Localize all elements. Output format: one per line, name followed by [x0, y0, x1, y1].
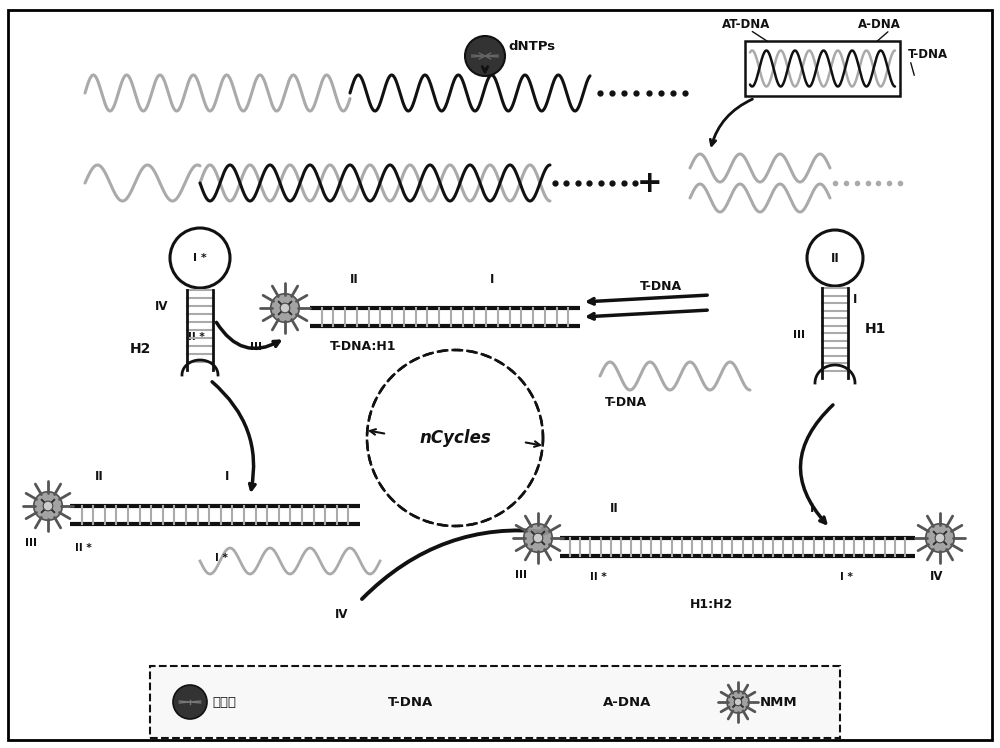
Circle shape: [727, 691, 749, 713]
Text: nCycles: nCycles: [419, 429, 491, 447]
Text: H1:H2: H1:H2: [690, 598, 733, 611]
Text: I: I: [490, 273, 494, 286]
Circle shape: [524, 524, 552, 552]
Circle shape: [34, 491, 62, 521]
Text: III: III: [250, 342, 262, 352]
Text: 端粒酶: 端粒酶: [212, 696, 236, 708]
Text: I *: I *: [215, 553, 228, 563]
Circle shape: [465, 36, 505, 76]
Text: I: I: [225, 470, 229, 483]
Bar: [150, 666, 840, 738]
Circle shape: [170, 228, 230, 288]
Text: I: I: [810, 502, 814, 515]
Text: IV: IV: [335, 608, 349, 621]
Text: II: II: [95, 470, 104, 483]
Text: I *: I *: [840, 572, 853, 582]
Circle shape: [280, 303, 290, 313]
Text: A-DNA: A-DNA: [858, 18, 901, 31]
Text: AT-DNA: AT-DNA: [722, 18, 770, 31]
Circle shape: [807, 230, 863, 286]
Text: II *: II *: [188, 332, 205, 342]
Text: II: II: [350, 273, 359, 286]
Text: I: I: [853, 293, 857, 306]
Text: T-DNA:H1: T-DNA:H1: [330, 340, 396, 353]
Circle shape: [734, 699, 742, 706]
Circle shape: [533, 533, 543, 543]
Text: dNTPs: dNTPs: [508, 40, 555, 52]
Text: T-DNA: T-DNA: [640, 280, 682, 293]
Circle shape: [271, 294, 299, 322]
Circle shape: [935, 533, 945, 543]
Text: +: +: [637, 168, 663, 197]
Text: III: III: [793, 330, 805, 340]
Text: T-DNA: T-DNA: [908, 48, 948, 61]
Text: T-DNA: T-DNA: [605, 396, 647, 409]
Text: II: II: [610, 502, 619, 515]
Text: IV: IV: [930, 570, 944, 583]
Text: II *: II *: [75, 543, 92, 553]
Text: I *: I *: [193, 253, 207, 263]
Text: A-DNA: A-DNA: [603, 696, 651, 708]
Circle shape: [926, 524, 954, 552]
Text: III: III: [515, 570, 527, 580]
Text: III: III: [25, 538, 37, 548]
Circle shape: [173, 685, 207, 719]
Text: NMM: NMM: [760, 696, 798, 708]
Bar: [745, 41, 900, 96]
Circle shape: [43, 501, 53, 511]
Text: T-DNA: T-DNA: [388, 696, 433, 708]
Text: II: II: [831, 251, 839, 265]
Text: H2: H2: [130, 342, 151, 356]
Text: II *: II *: [590, 572, 607, 582]
Text: IV: IV: [155, 300, 168, 313]
Text: H1: H1: [865, 322, 886, 336]
